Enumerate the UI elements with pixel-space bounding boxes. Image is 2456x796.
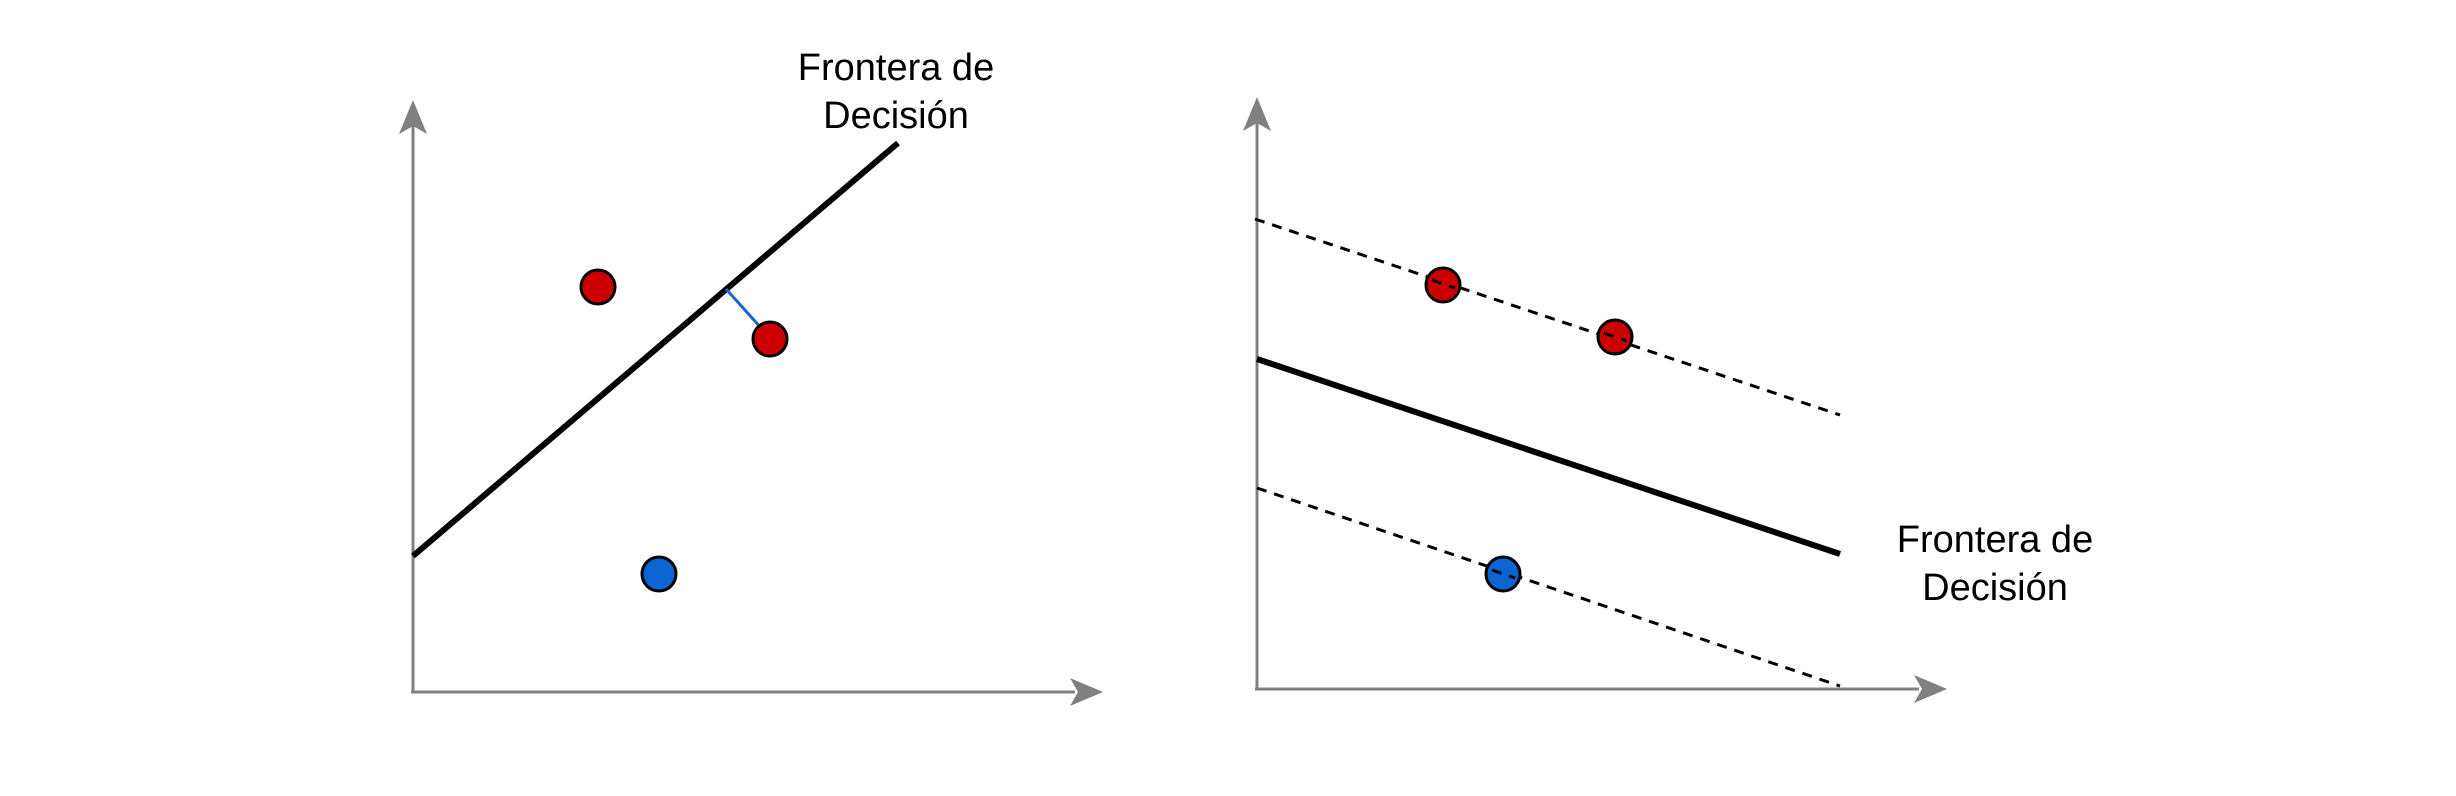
right-blue-point (1484, 555, 1522, 593)
left-distance-line (724, 287, 764, 331)
right-red-point-2 (1596, 318, 1634, 356)
right-panel: Frontera de Decisión (1243, 97, 2093, 703)
right-red-point-1 (1424, 266, 1462, 304)
left-blue-point (640, 555, 678, 593)
left-boundary-label-line2: Decisión (823, 95, 969, 137)
right-boundary-label-line1: Frontera de (1897, 519, 2093, 561)
left-panel: Frontera de Decisión (399, 47, 1103, 706)
left-decision-boundary (411, 140, 900, 559)
arrowhead-icon (1070, 678, 1103, 706)
left-red-point-1 (579, 268, 617, 306)
right-decision-boundary (1256, 356, 1841, 557)
left-red-point-2 (751, 320, 789, 358)
right-red-point-2-margin-overlay (1603, 331, 1628, 343)
right-red-point-1-margin-overlay (1431, 278, 1456, 290)
right-blue-point-margin-overlay (1491, 568, 1516, 580)
arrowhead-icon (1914, 675, 1947, 703)
left-boundary-label-line1: Frontera de (798, 47, 994, 89)
left-axes (399, 100, 1103, 706)
arrowhead-icon (1243, 97, 1271, 131)
right-boundary-label-line2: Decisión (1922, 567, 2068, 609)
right-lower-margin (1256, 486, 1841, 688)
arrowhead-icon (399, 100, 427, 134)
right-axes (1243, 97, 1947, 703)
right-upper-margin (1254, 217, 1841, 417)
